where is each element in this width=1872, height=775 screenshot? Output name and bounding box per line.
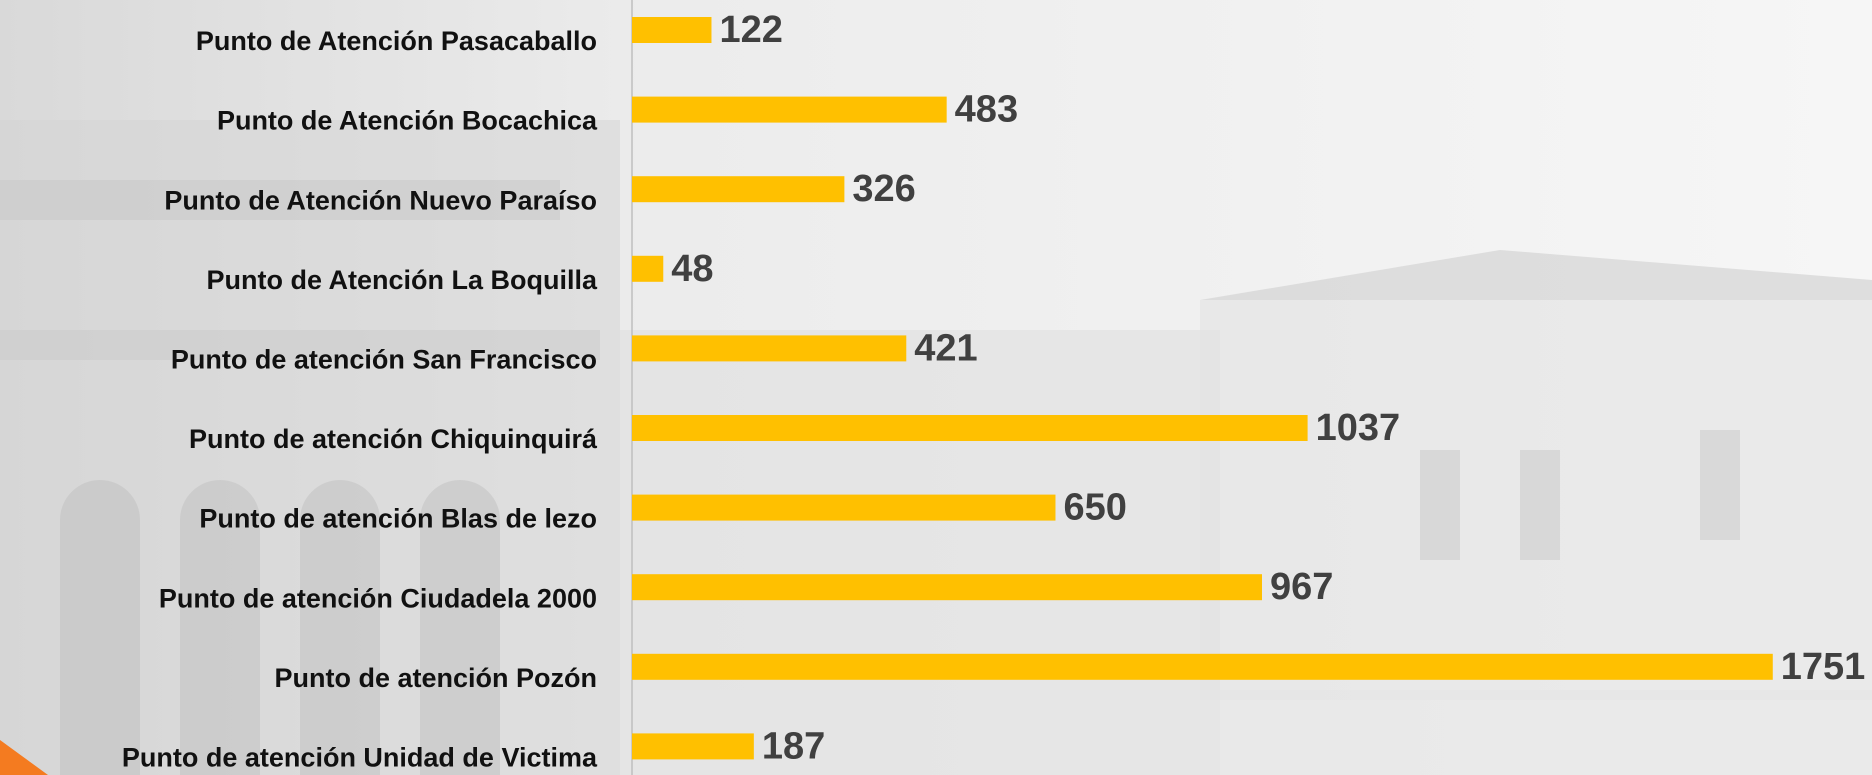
category-label: Punto de atención Blas de lezo — [199, 504, 597, 534]
value-label: 421 — [914, 327, 977, 369]
value-label: 483 — [955, 89, 1018, 131]
bar — [632, 335, 907, 362]
value-label: 122 — [719, 9, 782, 51]
value-label: 48 — [671, 248, 713, 290]
bar — [632, 574, 1263, 601]
bar — [632, 96, 947, 123]
category-label: Punto de atención Ciudadela 2000 — [159, 583, 597, 613]
value-label: 967 — [1270, 566, 1333, 608]
category-label: Punto de atención Pozón — [275, 663, 598, 693]
value-label: 1037 — [1316, 407, 1401, 449]
bar — [632, 176, 845, 203]
bar — [632, 415, 1308, 441]
bar — [632, 255, 664, 282]
category-label: Punto de Atención Nuevo Paraíso — [164, 185, 597, 215]
bar — [632, 494, 1056, 521]
bar — [632, 653, 1773, 680]
category-label: Punto de atención Chiquinquirá — [189, 424, 598, 454]
value-label: 326 — [852, 168, 915, 210]
category-label: Punto de atención Unidad de Victima — [122, 743, 598, 773]
category-label: Punto de Atención La Boquilla — [207, 265, 598, 295]
category-label: Punto de Atención Pasacaballo — [196, 26, 597, 56]
category-label: Punto de Atención Bocachica — [217, 106, 598, 136]
bar — [632, 17, 712, 43]
bar — [632, 733, 754, 760]
value-label: 1751 — [1781, 646, 1866, 688]
category-label: Punto de atención San Francisco — [171, 345, 597, 375]
value-label: 650 — [1063, 487, 1126, 529]
value-label: 187 — [762, 725, 825, 767]
